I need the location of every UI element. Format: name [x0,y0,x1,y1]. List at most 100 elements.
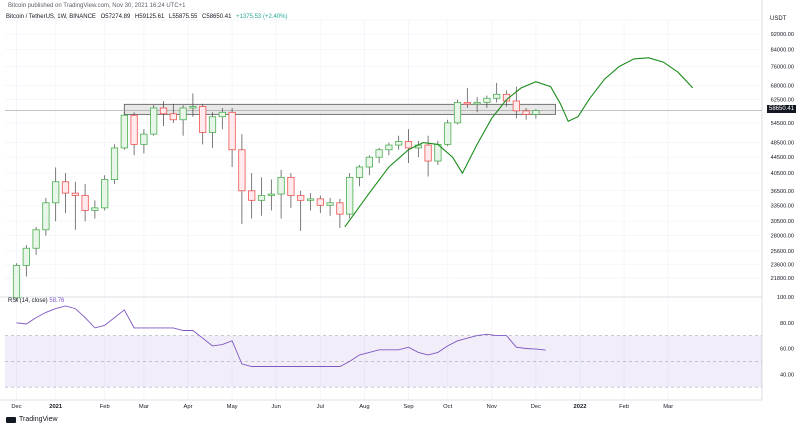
candle-down [297,195,305,201]
time-tick-label: Aug [359,404,369,410]
candle-up [483,97,491,103]
price-tick-label: 21800.00 [771,276,794,282]
time-tick-label: Jul [317,404,324,410]
rsi-tick-label: 80.00 [780,321,794,327]
symbol-name[interactable]: Bitcoin / TetherUS, 1W, BINANCE [6,14,96,20]
candle-up [385,144,393,151]
time-tick-label: Mar [663,404,673,410]
candle-up [267,193,275,196]
candle-up [218,111,226,118]
candle-down [169,113,177,121]
candle-down [228,111,236,151]
candle-down [463,101,471,105]
time-tick-label: 2021 [49,404,63,410]
candle-up [395,141,403,146]
rsi-legend: RSI (14, close) 58.76 [8,298,64,304]
tradingview-logo[interactable]: TradingView [6,416,58,423]
time-tick-label: Oct [443,404,452,410]
price-tick-label: 62500.00 [771,98,794,104]
publish-header: Bitcoin published on TradingView.com, No… [8,3,186,9]
ohlc-open: O57274.89 [100,14,131,20]
candle-up [179,107,187,121]
time-tick-label: Sep [403,404,413,410]
time-tick-label: May [227,404,238,410]
price-tick-label: 54500.00 [771,121,794,127]
candle-down [238,149,246,192]
price-tick-label: 23600.00 [771,263,794,269]
rsi-value: 58.76 [49,298,65,304]
price-tick-label: 76000.00 [771,65,794,71]
candle-down [81,195,89,211]
resistance-zone-box [123,103,556,115]
candle-down [336,202,344,215]
price-tick-label: 68000.00 [771,83,794,89]
candle-down [71,192,79,196]
price-tick-label: 36500.00 [771,189,794,195]
projection-curve [344,57,694,228]
candle-up [12,264,21,299]
currency-unit: USDT [770,16,787,22]
ohlc-low: L55875.55 [169,14,198,20]
candlestick-series [12,82,540,302]
candle-down [512,100,520,112]
candle-down [404,141,413,149]
candle-down [159,107,168,115]
candle-up [32,229,40,249]
tradingview-logo-icon [6,416,16,423]
candle-down [424,144,432,162]
price-tick-label: 28000.00 [771,234,794,240]
rsi-tick-label: 60.00 [780,347,794,353]
projection-path [344,57,694,228]
candle-up [346,176,354,215]
candle-up [257,195,266,201]
candle-down [316,198,324,206]
candle-down [130,114,138,145]
ohlc-close: C58650.41 [202,14,232,20]
candle-up [101,179,109,209]
candle-up [42,202,50,231]
time-tick-label: Nov [487,404,497,410]
rsi-panel [5,305,762,388]
price-tick-label: 30500.00 [771,219,794,225]
candle-up [326,202,334,206]
candle-up [453,101,462,124]
price-tick-label: 40500.00 [771,171,794,177]
candle-up [52,181,60,204]
candle-up [473,101,481,105]
candle-up [208,116,217,133]
tradingview-logo-text: TradingView [19,416,58,423]
candle-up [493,93,501,99]
rsi-axis[interactable]: 100.00 80.00 60.00 40.00 [777,295,794,378]
ohlc-high: H59125.61 [134,14,165,20]
ohlc-change: +1375.53 (+2.40%) [236,14,288,20]
rsi-tick-label: 100.00 [777,295,794,301]
candle-up [306,198,315,201]
candle-down [61,181,70,194]
candle-down [287,176,295,196]
symbol-line: Bitcoin / TetherUS, 1W, BINANCE O57274.8… [6,14,290,20]
candle-up [532,110,540,115]
candle-down [522,110,530,115]
resistance-zone [5,103,762,115]
time-tick-label: Mar [139,404,149,410]
time-tick-label: Feb [100,404,110,410]
candle-up [189,106,197,109]
candle-up [140,133,148,145]
candle-up [277,176,285,195]
time-tick-label: Apr [183,404,192,410]
price-tick-label: 44500.00 [771,155,794,161]
price-tick-label: 92000.00 [771,32,794,38]
rsi-line [16,305,546,367]
candle-up [110,147,119,180]
candle-up [365,156,373,168]
price-axis[interactable]: 92000.00 84000.00 76000.00 68000.00 62500.00… [771,32,794,282]
candle-up [91,207,99,211]
candle-up [375,149,383,158]
time-axis[interactable]: Dec 2021 Feb Mar Apr May Jun Jul Aug Sep Oct Nov Dec… [11,404,673,410]
rsi-label[interactable]: RSI (14, close) [8,298,48,304]
time-tick-label: Jun [272,404,281,410]
price-tick-label: 48500.00 [771,141,794,147]
time-tick-label: Dec [11,404,21,410]
last-price-tag: 58650.41 [767,105,797,113]
